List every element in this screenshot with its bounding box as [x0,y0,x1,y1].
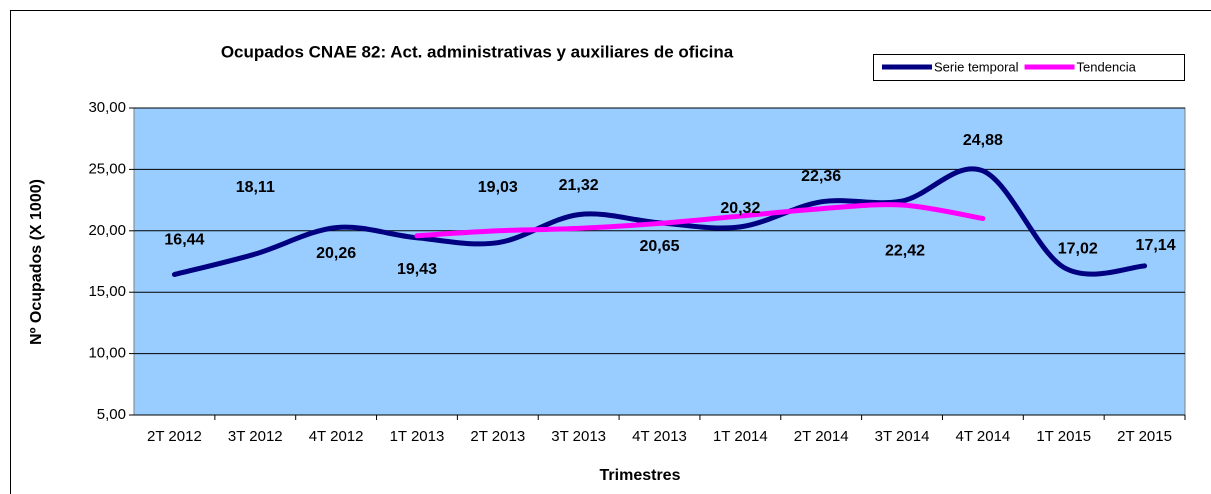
data-label: 19,43 [397,261,437,278]
x-tick-label: 3T 2013 [551,428,606,445]
legend-label: Tendencia [1077,59,1137,74]
data-label: 21,32 [559,177,599,194]
data-label: 22,36 [801,168,841,185]
legend-label: Serie temporal [934,59,1019,74]
x-tick-label: 2T 2013 [470,428,525,445]
x-tick-label: 4T 2013 [632,428,687,445]
y-tick-label: 25,00 [88,160,126,177]
x-tick-label: 3T 2014 [875,428,930,445]
chart-title: Ocupados CNAE 82: Act. administrativas y… [221,42,734,61]
x-tick-label: 1T 2015 [1036,428,1091,445]
data-label: 16,44 [164,232,204,249]
y-axis-title: Nº Ocupados (X 1000) [28,179,45,345]
data-label: 20,32 [720,200,760,217]
chart-border [10,10,1211,494]
plot-area [133,107,1186,416]
x-tick-label: 1T 2014 [713,428,768,445]
x-tick-label: 1T 2013 [390,428,445,445]
data-label: 17,02 [1058,241,1098,258]
x-axis-title: Trimestres [600,467,681,484]
x-tick-label: 2T 2014 [794,428,849,445]
series-line [414,202,986,239]
data-label: 17,14 [1136,237,1176,254]
data-label: 18,11 [236,179,275,196]
y-tick-label: 5,00 [97,406,126,423]
x-tick-label: 4T 2012 [309,428,364,445]
x-tick-label: 3T 2012 [228,428,283,445]
y-tick-label: 15,00 [88,283,126,300]
y-tick-label: 20,00 [88,222,126,239]
data-label: 19,03 [478,179,518,196]
x-tick-label: 2T 2012 [147,428,202,445]
x-tick-label: 4T 2014 [955,428,1010,445]
data-label: 20,26 [316,245,356,262]
data-label: 22,42 [885,242,925,259]
data-label: 20,65 [639,238,679,255]
y-tick-label: 10,00 [88,345,126,362]
x-tick-label: 2T 2015 [1117,428,1172,445]
y-tick-label: 30,00 [88,99,126,116]
data-label: 24,88 [963,132,1003,149]
